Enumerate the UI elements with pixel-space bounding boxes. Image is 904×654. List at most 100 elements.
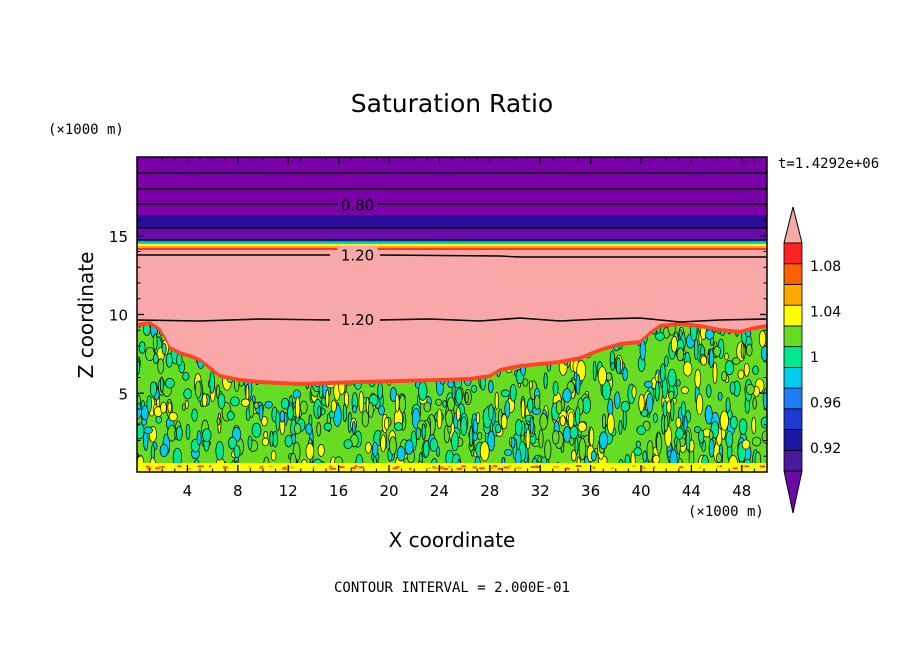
turbulence-cell xyxy=(761,430,767,444)
surface-spot xyxy=(259,466,263,469)
turbulence-cell xyxy=(758,330,767,348)
turbulence-cell xyxy=(287,404,294,421)
turbulence-cell xyxy=(279,410,285,423)
turbulence-cell xyxy=(618,420,623,435)
surface-spot xyxy=(530,465,535,468)
surface-spot xyxy=(268,465,273,468)
contour-interval-footer: CONTOUR INTERVAL = 2.000E-01 xyxy=(334,580,570,596)
surface-spot xyxy=(740,465,746,468)
surface-spot xyxy=(392,467,398,470)
turbulence-cell xyxy=(676,347,684,362)
turbulence-cell xyxy=(708,348,714,368)
surface-spot xyxy=(440,466,445,469)
turbulence-cell xyxy=(731,357,741,365)
turbulence-cell xyxy=(316,422,322,437)
turbulence-cell xyxy=(305,443,315,460)
turbulence-cell xyxy=(175,353,183,367)
turbulence-cell xyxy=(152,333,158,351)
turbulence-cell xyxy=(165,377,175,389)
turbulence-cell xyxy=(745,383,755,396)
turbulence-cell xyxy=(233,444,241,459)
colorbar-tick-label: 1.08 xyxy=(810,259,841,275)
turbulence-cell xyxy=(451,431,459,452)
turbulence-cell xyxy=(389,436,397,455)
x-tick-label: 36 xyxy=(581,482,600,500)
turbulence-cell xyxy=(602,413,606,429)
turbulence-cell xyxy=(226,411,235,421)
turbulence-cell xyxy=(639,340,646,361)
turbulence-cell xyxy=(294,396,301,419)
turbulence-cell xyxy=(646,440,654,463)
turbulence-cell xyxy=(445,409,454,427)
turbulence-cell xyxy=(160,401,167,414)
turbulence-cell xyxy=(700,355,708,366)
time-label: t=1.4292e+06 xyxy=(778,156,879,172)
turbulence-cell xyxy=(371,442,379,457)
surface-spot xyxy=(553,466,559,469)
turbulence-cell xyxy=(620,401,630,412)
surface-spot xyxy=(312,466,316,469)
colorbar-over-arrow xyxy=(783,206,803,244)
turbulence-cell xyxy=(455,387,463,405)
surface-spot xyxy=(338,466,345,469)
x-tick-label: 40 xyxy=(631,482,650,500)
turbulence-cell xyxy=(713,345,721,357)
turbulence-cell xyxy=(377,382,384,400)
turbulence-cell xyxy=(719,410,729,431)
surface-spot xyxy=(592,466,596,469)
surface-spot xyxy=(158,465,165,468)
x-tick-label: 44 xyxy=(682,482,701,500)
turbulence-cell xyxy=(534,394,541,410)
turbulence-cell xyxy=(343,439,353,449)
turbulence-cell xyxy=(342,403,347,423)
turbulence-cell xyxy=(696,393,704,415)
turbulence-cell xyxy=(429,438,439,452)
colorbar: 0.92 0.96 1 1.04 1.08 xyxy=(783,206,841,514)
turbulence-cell xyxy=(592,360,597,382)
turbulence-cell xyxy=(137,325,142,328)
turbulence-cell xyxy=(752,397,757,410)
colorbar-segment xyxy=(783,387,803,410)
turbulence-cell xyxy=(325,389,330,408)
turbulence-cell xyxy=(675,416,682,429)
turbulence-cell xyxy=(469,426,474,447)
turbulence-cell xyxy=(209,371,215,394)
turbulence-cell xyxy=(442,400,447,408)
turbulence-cell xyxy=(663,413,669,432)
turbulence-cell xyxy=(191,408,198,422)
turbulence-cell xyxy=(215,441,224,461)
turbulence-cell xyxy=(646,392,654,414)
turbulence-cell xyxy=(275,410,281,432)
turbulence-cell xyxy=(258,404,264,421)
surface-spot xyxy=(188,467,192,470)
turbulence-cell xyxy=(652,454,661,464)
turbulence-cell xyxy=(725,430,734,448)
contour-line xyxy=(137,317,767,323)
turbulence-cell xyxy=(724,360,735,376)
surface-spot xyxy=(716,465,719,468)
turbulence-cell xyxy=(447,380,455,388)
surface-spot xyxy=(443,467,449,470)
x-tick-label: 20 xyxy=(379,482,398,500)
turbulence-cell xyxy=(746,343,753,357)
turbulence-cell xyxy=(394,393,400,413)
turbulence-cell xyxy=(559,415,566,427)
turbulence-cell xyxy=(504,448,513,457)
colorbar-under-arrow xyxy=(783,470,803,514)
turbulence-cell xyxy=(578,437,587,461)
turbulence-cell xyxy=(515,419,523,436)
turbulence-cell xyxy=(181,403,186,411)
turbulence-cell xyxy=(269,430,274,447)
turbulence-cell xyxy=(741,439,751,450)
turbulence-cell xyxy=(589,427,595,447)
colorbar-tick-label: 1 xyxy=(810,350,819,366)
turbulence-cell xyxy=(167,401,172,413)
turbulence-cell xyxy=(436,446,441,457)
surface-spot xyxy=(678,466,684,469)
turbulence-cell xyxy=(681,386,689,395)
turbulence-cell xyxy=(562,388,572,403)
upper-layer xyxy=(137,157,767,215)
colorbar-segment xyxy=(783,304,803,327)
colorbar-segment xyxy=(783,346,803,368)
turbulence-cell xyxy=(698,429,705,444)
